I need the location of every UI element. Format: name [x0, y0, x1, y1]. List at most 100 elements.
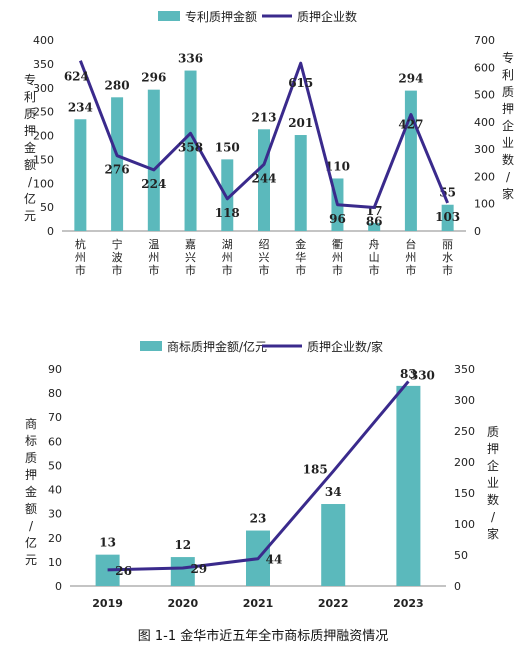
bar: [184, 70, 197, 231]
y2-tick-label: 100: [474, 198, 495, 211]
x-category-label: 宁波市: [112, 237, 123, 277]
y2-tick-label: 300: [474, 143, 495, 156]
line-value-label: 26: [115, 564, 132, 578]
bar: [170, 557, 195, 586]
y2-tick-label: 50: [454, 549, 468, 562]
y2-tick-label: 200: [454, 456, 475, 469]
line-value-label: 224: [141, 177, 166, 191]
x-category-label: 温州市: [148, 238, 159, 277]
legend-bar-label: 专利质押金额: [185, 9, 257, 24]
y2-tick-label: 700: [474, 34, 495, 47]
y-tick-label: 30: [48, 508, 62, 521]
bar: [147, 89, 160, 231]
y2-tick-label: 350: [454, 363, 475, 376]
legend-bar-swatch: [158, 11, 180, 21]
bar-value-label: 34: [325, 485, 342, 499]
y-tick-label: 20: [48, 532, 62, 545]
y-tick-label: 50: [40, 201, 54, 214]
y-tick-label: 350: [33, 58, 54, 71]
y2-tick-label: 600: [474, 61, 495, 74]
line-value-label: 86: [366, 215, 383, 229]
x-category-label: 杭州市: [75, 237, 86, 277]
y-tick-label: 90: [48, 363, 62, 376]
legend-line-label: 质押企业数/家: [307, 339, 383, 354]
line-value-label: 427: [398, 117, 423, 131]
y2-tick-label: 500: [474, 89, 495, 102]
y-tick-label: 150: [33, 153, 54, 166]
y2-tick-label: 150: [454, 487, 475, 500]
x-category-label: 2022: [318, 597, 349, 610]
bar-value-label: 23: [250, 512, 267, 526]
y-tick-label: 80: [48, 387, 62, 400]
bar: [221, 159, 234, 231]
bar-value-label: 201: [288, 116, 313, 130]
bar: [111, 97, 124, 231]
line-value-label: 330: [410, 368, 435, 382]
bar-value-label: 296: [141, 71, 166, 85]
bar: [441, 204, 454, 231]
y2-tick-label: 0: [474, 225, 481, 238]
bar: [368, 222, 381, 231]
y-tick-label: 40: [48, 484, 62, 497]
line-value-label: 624: [64, 70, 89, 84]
y2-tick-label: 300: [454, 394, 475, 407]
bar-value-label: 213: [251, 110, 276, 124]
bar-value-label: 150: [215, 140, 240, 154]
y-tick-label: 10: [48, 556, 62, 569]
x-category-label: 嘉兴市: [185, 237, 196, 277]
y-tick-label: 0: [47, 225, 54, 238]
y2-axis-title: 质押企业数/家: [487, 425, 499, 541]
series-line: [79, 60, 449, 209]
x-category-label: 2021: [243, 597, 274, 610]
bar: [294, 135, 307, 231]
bar-value-label: 83: [400, 367, 417, 381]
y-tick-label: 300: [33, 82, 54, 95]
x-category-label: 2023: [393, 597, 424, 610]
y2-axis-title: 专利质押企业数/家: [502, 50, 514, 201]
line-value-label: 615: [288, 76, 313, 90]
y-tick-label: 0: [55, 580, 62, 593]
bar: [321, 504, 346, 586]
y-tick-label: 50: [48, 459, 62, 472]
x-category-label: 2020: [167, 597, 198, 610]
line-value-label: 118: [215, 206, 240, 220]
line-value-label: 244: [251, 171, 276, 185]
bar-value-label: 110: [325, 159, 350, 173]
x-category-label: 衢州市: [332, 238, 343, 277]
line-value-label: 29: [190, 562, 207, 576]
bar-value-label: 12: [174, 538, 191, 552]
line-value-label: 103: [435, 210, 460, 224]
x-category-label: 丽水市: [442, 238, 453, 277]
legend-bar-label: 商标质押金额/亿元: [167, 339, 267, 354]
line-value-label: 96: [329, 212, 346, 226]
bar: [74, 119, 87, 231]
x-category-label: 绍兴市: [259, 237, 270, 277]
x-category-label: 舟山市: [369, 237, 380, 277]
y-tick-label: 250: [33, 106, 54, 119]
x-category-label: 2019: [92, 597, 123, 610]
line-value-label: 358: [178, 140, 203, 154]
bar-value-label: 280: [105, 78, 130, 92]
y2-tick-label: 0: [454, 580, 461, 593]
bar: [404, 90, 417, 232]
line-value-label: 185: [303, 462, 328, 476]
y-axis-title: 商标质押金额/亿元: [25, 416, 37, 567]
y2-tick-label: 100: [454, 518, 475, 531]
y2-tick-label: 200: [474, 170, 495, 183]
y2-tick-label: 400: [474, 116, 495, 129]
x-category-label: 台州市: [405, 237, 416, 277]
figure-caption: 图 1-1 金华市近五年全市商标质押融资情况: [138, 628, 389, 644]
y-tick-label: 400: [33, 34, 54, 47]
line-value-label: 44: [266, 553, 283, 567]
x-category-label: 湖州市: [222, 238, 233, 277]
y-tick-label: 70: [48, 411, 62, 424]
x-category-label: 金华市: [295, 237, 306, 277]
bar: [396, 385, 421, 586]
y-tick-label: 100: [33, 177, 54, 190]
bar-value-label: 294: [398, 72, 423, 86]
line-value-label: 276: [105, 163, 130, 177]
legend-bar-swatch: [140, 341, 162, 351]
y-tick-label: 60: [48, 435, 62, 448]
